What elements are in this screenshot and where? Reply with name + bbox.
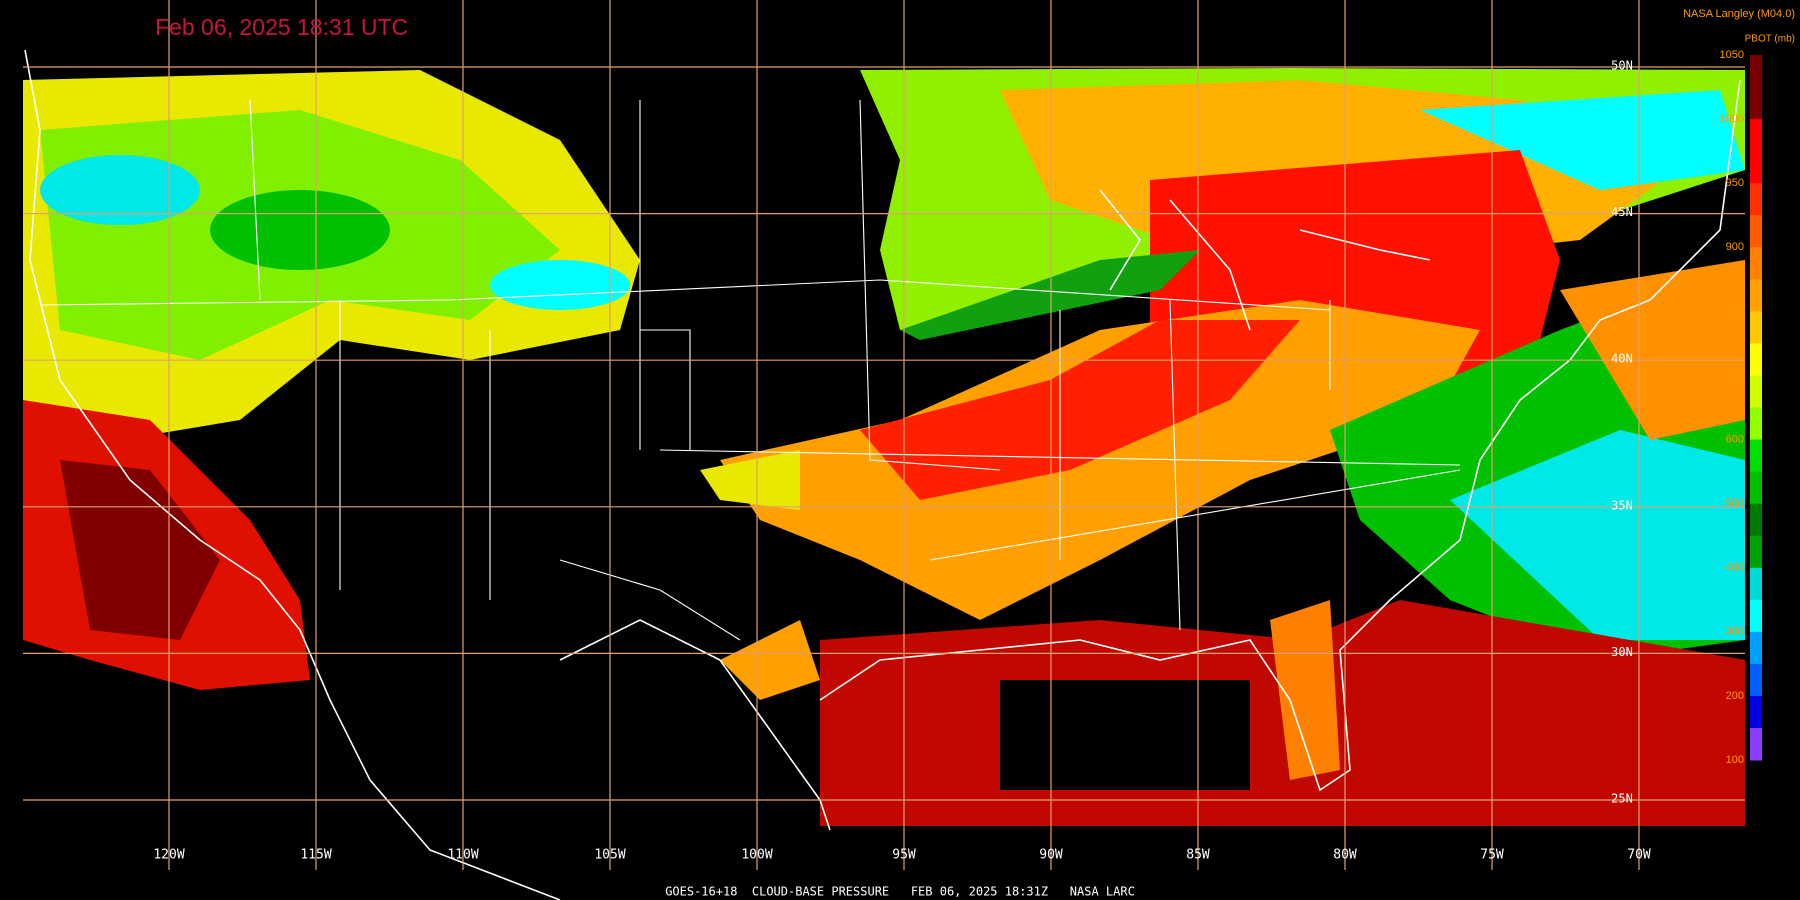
colorbar-tick-label: 1050 bbox=[1720, 49, 1744, 61]
colorbar-band bbox=[1750, 55, 1762, 88]
longitude-label: 115W bbox=[300, 848, 331, 863]
cloud-area bbox=[700, 450, 800, 510]
colorbar-tick-label: 700 bbox=[1726, 369, 1744, 381]
colorbar-band bbox=[1750, 695, 1762, 729]
colorbar-tick-label: 100 bbox=[1726, 754, 1744, 766]
colorbar: 1050 1000 950 900 800 700 600 500 400 300 200 100 bbox=[1720, 49, 1762, 766]
longitude-label: 95W bbox=[892, 848, 916, 863]
colorbar-band bbox=[1750, 567, 1762, 601]
latitude-label: 30N bbox=[1611, 645, 1633, 659]
longitude-label: 105W bbox=[594, 848, 625, 863]
graticule bbox=[23, 0, 1745, 870]
coastline bbox=[559, 79, 1741, 831]
cloud-area bbox=[1560, 260, 1745, 440]
state-border bbox=[39, 99, 1461, 641]
colorbar-tick-label: 200 bbox=[1726, 690, 1744, 702]
colorbar-tick-label: 500 bbox=[1726, 498, 1744, 510]
coastline bbox=[24, 49, 561, 900]
labels: Feb 06, 2025 18:31 UTC NASA Langley (M04… bbox=[153, 8, 1795, 899]
colorbar-band bbox=[1750, 279, 1762, 312]
cloud-area bbox=[490, 260, 630, 310]
latitude-label: 50N bbox=[1611, 59, 1633, 73]
cloud-area bbox=[720, 620, 820, 700]
colorbar-band bbox=[1750, 503, 1762, 537]
cloud-area bbox=[60, 460, 220, 640]
cloud-area bbox=[40, 155, 200, 225]
colorbar-band bbox=[1750, 663, 1762, 697]
latitude-label: 35N bbox=[1611, 498, 1633, 512]
colorbar-band bbox=[1750, 183, 1762, 216]
cloud-field bbox=[23, 68, 1745, 826]
longitude-label: 70W bbox=[1627, 848, 1651, 863]
latitude-label: 45N bbox=[1611, 205, 1633, 219]
boundaries bbox=[24, 49, 1741, 900]
cloud-area bbox=[1420, 90, 1745, 190]
colorbar-band bbox=[1750, 311, 1762, 344]
colorbar-band bbox=[1750, 343, 1762, 376]
colorbar-band bbox=[1750, 631, 1762, 665]
footer: GOES-16+18 CLOUD-BASE PRESSURE FEB 06, 2… bbox=[665, 885, 1135, 899]
colorbar-tick-label: 600 bbox=[1726, 433, 1744, 445]
credit: NASA Langley (M04.0) bbox=[1683, 8, 1795, 20]
colorbar-band bbox=[1750, 407, 1762, 441]
title: Feb 06, 2025 18:31 UTC bbox=[155, 14, 408, 40]
colorbar-tick-label: 800 bbox=[1726, 305, 1744, 317]
colorbar-band bbox=[1750, 151, 1762, 184]
colorbar-tick-label: 900 bbox=[1726, 241, 1744, 253]
colorbar-band bbox=[1750, 535, 1762, 569]
colorbar-band bbox=[1750, 247, 1762, 280]
colorbar-label: PBOT (mb) bbox=[1745, 34, 1795, 45]
longitude-label: 110W bbox=[447, 848, 478, 863]
colorbar-band bbox=[1750, 599, 1762, 633]
cloud-area bbox=[720, 300, 1480, 620]
longitude-label: 85W bbox=[1186, 848, 1210, 863]
longitude-label: 90W bbox=[1039, 848, 1063, 863]
longitude-label: 120W bbox=[153, 848, 184, 863]
great-lakes bbox=[1099, 189, 1431, 331]
longitude-label: 80W bbox=[1333, 848, 1357, 863]
cloud-area bbox=[1450, 430, 1745, 640]
clear-area bbox=[1000, 680, 1250, 790]
colorbar-band bbox=[1750, 439, 1762, 473]
cloud-area bbox=[1270, 600, 1340, 780]
colorbar-band bbox=[1750, 471, 1762, 505]
colorbar-band bbox=[1750, 215, 1762, 248]
colorbar-tick-label: 1000 bbox=[1720, 113, 1744, 125]
colorbar-tick-label: 400 bbox=[1726, 562, 1744, 574]
latitude-label: 40N bbox=[1611, 352, 1633, 366]
colorbar-band bbox=[1750, 727, 1762, 761]
colorbar-tick-label: 950 bbox=[1726, 177, 1744, 189]
colorbar-tick-label: 300 bbox=[1726, 626, 1744, 638]
colorbar-band bbox=[1750, 119, 1762, 152]
cloud-area bbox=[210, 190, 390, 270]
longitude-label: 100W bbox=[741, 848, 772, 863]
latitude-label: 25N bbox=[1611, 792, 1633, 806]
colorbar-band bbox=[1750, 375, 1762, 408]
colorbar-band bbox=[1750, 87, 1762, 120]
cloud-area bbox=[900, 250, 1200, 340]
longitude-label: 75W bbox=[1480, 848, 1504, 863]
cloud-area bbox=[860, 320, 1300, 500]
